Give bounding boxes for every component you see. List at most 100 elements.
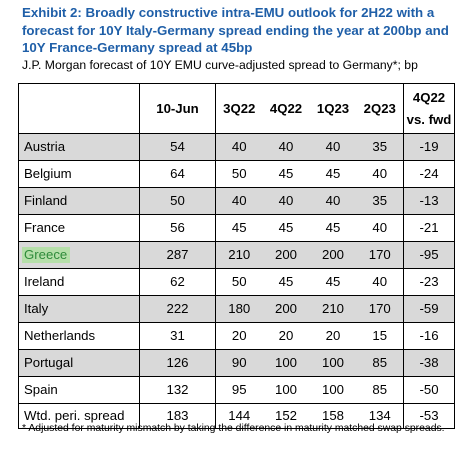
value-cell: 210	[309, 295, 357, 323]
value-cell: 170	[356, 295, 404, 323]
value-cell: 134	[356, 403, 404, 429]
value-cell: 100	[262, 376, 310, 404]
value-cell: 95	[215, 376, 263, 404]
country-cell: Portugal	[18, 349, 140, 377]
header-1q23: 1Q23	[309, 83, 357, 134]
value-cell: 40	[309, 133, 357, 161]
value-cell: 20	[262, 322, 310, 350]
value-cell: 200	[262, 241, 310, 269]
value-cell: 45	[262, 268, 310, 296]
header-line: vs. fwd	[406, 111, 452, 127]
value-cell: 40	[356, 214, 404, 242]
header-3q22: 3Q22	[215, 83, 263, 134]
table-row: Wtd. peri. spread 183 144 152 158 134 -53	[18, 403, 455, 429]
value-cell: 85	[356, 349, 404, 377]
country-cell: Austria	[18, 133, 140, 161]
value-cell: 158	[309, 403, 357, 429]
value-cell: 35	[356, 133, 404, 161]
vs-fwd-cell: -24	[403, 160, 455, 188]
table-row: Austria 54 40 40 40 35 -19	[18, 133, 455, 161]
country-cell: Finland	[18, 187, 140, 215]
country-cell: France	[18, 214, 140, 242]
vs-fwd-cell: -21	[403, 214, 455, 242]
value-cell: 100	[262, 349, 310, 377]
header-4q22-vs-fwd: 4Q22 vs. fwd	[403, 83, 455, 134]
value-cell: 287	[139, 241, 216, 269]
value-cell: 50	[139, 187, 216, 215]
header-4q22: 4Q22	[262, 83, 310, 134]
value-cell: 54	[139, 133, 216, 161]
vs-fwd-cell: -23	[403, 268, 455, 296]
country-cell: Belgium	[18, 160, 140, 188]
value-cell: 132	[139, 376, 216, 404]
vs-fwd-cell: -16	[403, 322, 455, 350]
vs-fwd-cell: -50	[403, 376, 455, 404]
value-cell: 31	[139, 322, 216, 350]
value-cell: 152	[262, 403, 310, 429]
value-cell: 85	[356, 376, 404, 404]
value-cell: 40	[262, 133, 310, 161]
title-line: 10Y France-Germany spread at 45bp	[22, 40, 253, 55]
table-row: Netherlands 31 20 20 20 15 -16	[18, 322, 455, 350]
value-cell: 210	[215, 241, 263, 269]
country-cell: Netherlands	[18, 322, 140, 350]
value-cell: 100	[309, 376, 357, 404]
exhibit-subtitle: J.P. Morgan forecast of 10Y EMU curve-ad…	[22, 58, 418, 72]
value-cell: 56	[139, 214, 216, 242]
table-body: Austria 54 40 40 40 35 -19 Belgium 64 50 45 45 40 -24…	[18, 133, 455, 429]
value-cell: 15	[356, 322, 404, 350]
value-cell: 40	[309, 187, 357, 215]
exhibit-title: Exhibit 2: Broadly constructive intra-EM…	[22, 4, 467, 57]
value-cell: 45	[309, 268, 357, 296]
spread-forecast-table: 10-Jun 3Q22 4Q22 1Q23 2Q23 4Q22 vs. fwd …	[18, 83, 455, 429]
value-cell: 45	[215, 214, 263, 242]
value-cell: 126	[139, 349, 216, 377]
value-cell: 183	[139, 403, 216, 429]
value-cell: 170	[356, 241, 404, 269]
value-cell: 45	[309, 214, 357, 242]
header-2q23: 2Q23	[356, 83, 404, 134]
value-cell: 40	[215, 187, 263, 215]
title-line: Exhibit 2: Broadly constructive intra-EM…	[22, 5, 435, 20]
value-cell: 45	[262, 160, 310, 188]
vs-fwd-cell: -59	[403, 295, 455, 323]
table-row: Italy 222 180 200 210 170 -59	[18, 295, 455, 323]
table-row: Portugal 126 90 100 100 85 -38	[18, 349, 455, 377]
value-cell: 40	[356, 268, 404, 296]
value-cell: 180	[215, 295, 263, 323]
table-row: Finland 50 40 40 40 35 -13	[18, 187, 455, 215]
value-cell: 45	[262, 214, 310, 242]
header-country	[18, 83, 140, 134]
vs-fwd-cell: -13	[403, 187, 455, 215]
table-header-row: 10-Jun 3Q22 4Q22 1Q23 2Q23 4Q22 vs. fwd	[18, 83, 455, 134]
value-cell: 50	[215, 160, 263, 188]
header-line: 4Q22	[412, 89, 446, 105]
value-cell: 45	[309, 160, 357, 188]
country-cell: Italy	[18, 295, 140, 323]
value-cell: 144	[215, 403, 263, 429]
vs-fwd-cell: -38	[403, 349, 455, 377]
value-cell: 90	[215, 349, 263, 377]
value-cell: 40	[262, 187, 310, 215]
value-cell: 100	[309, 349, 357, 377]
footnote: * Adjusted for maturity mismatch by taki…	[22, 423, 445, 434]
country-cell: Spain	[18, 376, 140, 404]
table-row: Belgium 64 50 45 45 40 -24	[18, 160, 455, 188]
table-row: Spain 132 95 100 100 85 -50	[18, 376, 455, 404]
vs-fwd-cell: -95	[403, 241, 455, 269]
value-cell: 200	[309, 241, 357, 269]
vs-fwd-cell: -53	[403, 403, 455, 429]
value-cell: 20	[215, 322, 263, 350]
vs-fwd-cell: -19	[403, 133, 455, 161]
country-cell: Ireland	[18, 268, 140, 296]
value-cell: 64	[139, 160, 216, 188]
header-10-jun: 10-Jun	[139, 83, 216, 134]
table-row: Greece 287 210 200 200 170 -95	[18, 241, 455, 269]
value-cell: 222	[139, 295, 216, 323]
value-cell: 62	[139, 268, 216, 296]
country-cell: Wtd. peri. spread	[18, 403, 140, 429]
value-cell: 200	[262, 295, 310, 323]
title-line: forecast for 10Y Italy-Germany spread en…	[22, 22, 449, 38]
table-row: France 56 45 45 45 40 -21	[18, 214, 455, 242]
value-cell: 20	[309, 322, 357, 350]
